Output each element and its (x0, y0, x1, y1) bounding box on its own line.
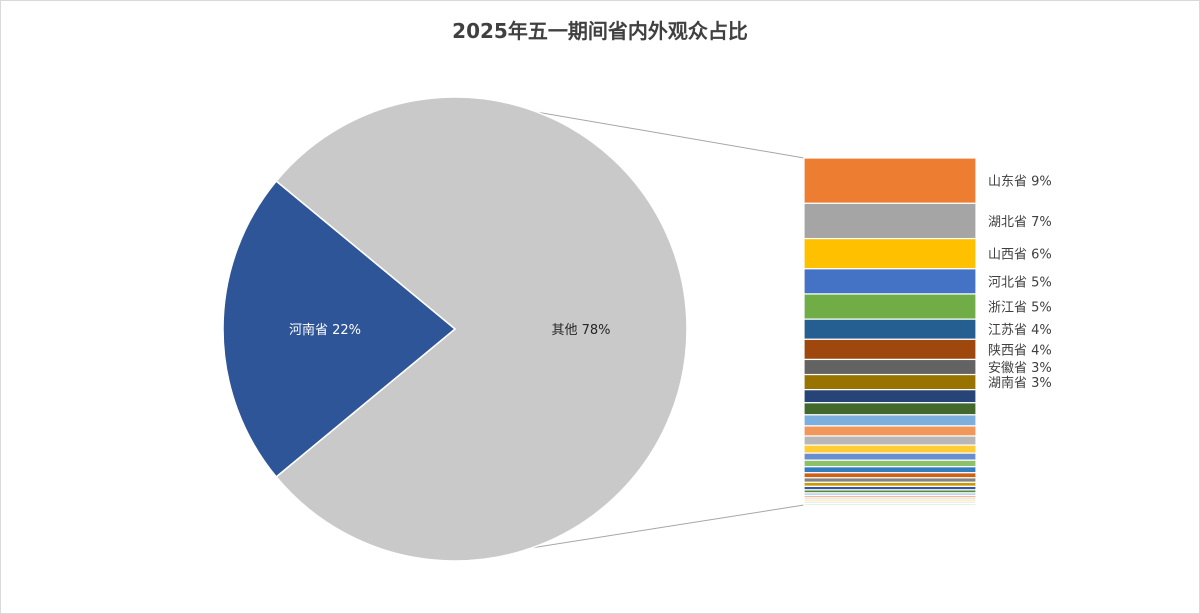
breakdown-segment (803, 373, 977, 391)
breakdown-segment (803, 358, 977, 376)
breakdown-segment (803, 202, 977, 240)
breakdown-segment (803, 477, 977, 483)
breakdown-segment (803, 459, 977, 468)
breakdown-segment (803, 389, 977, 404)
breakdown-bar (803, 157, 977, 506)
breakdown-segment (803, 435, 977, 446)
breakdown-label: 湖北省 7% (988, 215, 1052, 230)
pie-slice-other (275, 96, 688, 562)
breakdown-label: 浙江省 5% (988, 301, 1052, 316)
breakdown-segment (803, 481, 977, 487)
breakdown-segment (803, 402, 977, 416)
breakdown-label: 江苏省 4% (988, 322, 1052, 338)
breakdown-segment (803, 268, 977, 295)
pie-slice-henan (222, 180, 457, 478)
pie-labels: 其他 78% 河南省 22% (289, 322, 611, 338)
breakdown-label: 山东省 9% (988, 175, 1052, 190)
breakdown-segment (803, 452, 977, 461)
breakdown-segment (803, 425, 977, 437)
breakdown-segment (803, 293, 977, 320)
breakdown-label: 安徽省 3% (988, 361, 1052, 376)
breakdown-segment (803, 444, 977, 454)
pie (222, 96, 688, 562)
breakdown-label: 河北省 5% (988, 275, 1052, 290)
pie-label-other: 其他 78% (551, 323, 610, 338)
breakdown-segment (803, 502, 977, 506)
breakdown-segment (803, 414, 977, 427)
breakdown-labels: 山东省 9% 湖北省 7% 山西省 6% 河北省 5% 浙江省 5% 江苏省 4% 陕西省 … (988, 175, 1052, 391)
breakdown-segment (803, 472, 977, 479)
breakdown-segment (803, 237, 977, 270)
breakdown-label: 山西省 6% (988, 248, 1052, 263)
breakdown-segment (803, 466, 977, 474)
breakdown-label: 陕西省 4% (988, 343, 1052, 358)
chart-title: 2025年五一期间省内外观众占比 (452, 19, 748, 43)
breakdown-label: 湖南省 3% (988, 375, 1052, 391)
breakdown-segment (803, 157, 977, 204)
pie-label-henan: 河南省 22% (289, 322, 361, 338)
breakdown-segment (803, 338, 977, 361)
breakdown-segment (803, 318, 977, 340)
